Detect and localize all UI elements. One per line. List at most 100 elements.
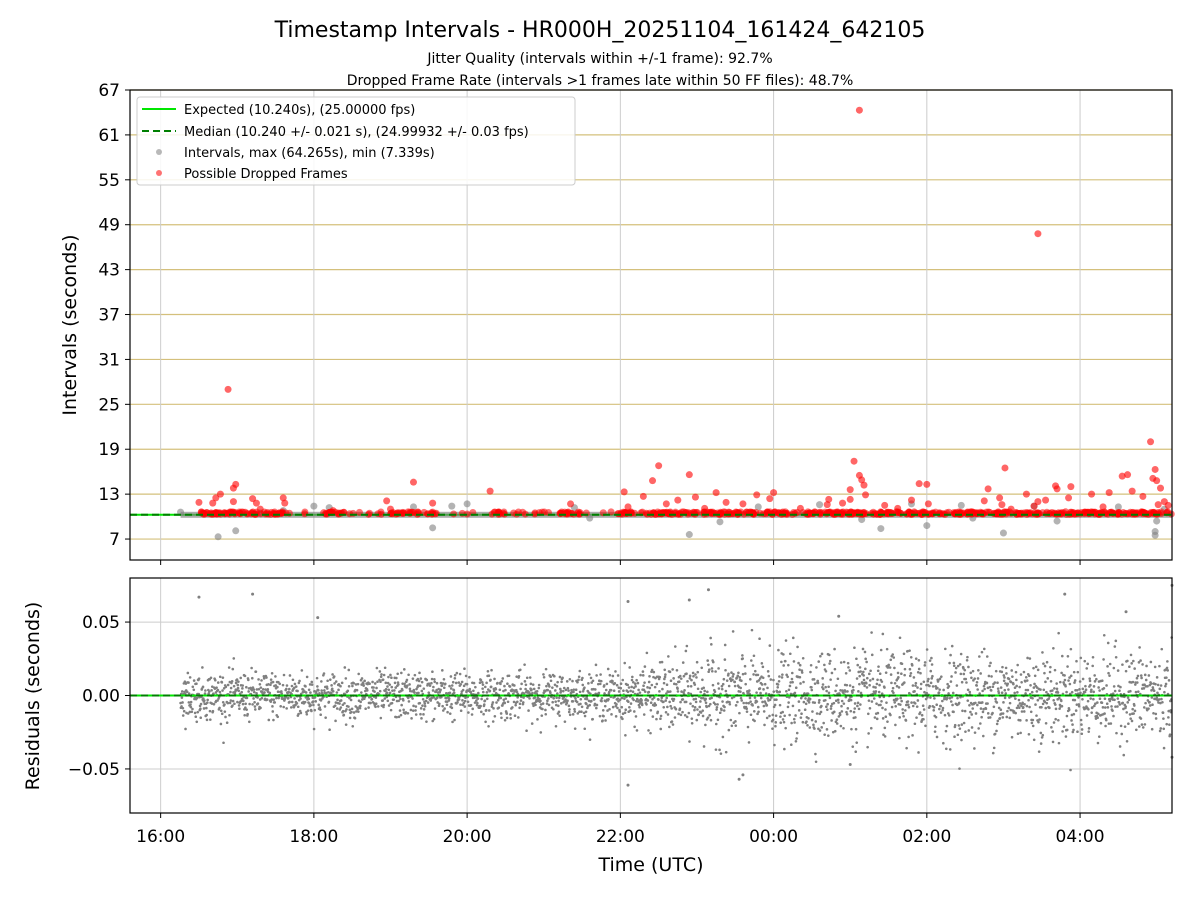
residual-point: [187, 692, 191, 695]
residual-point: [1002, 674, 1006, 677]
residual-point: [490, 668, 493, 672]
residual-point: [986, 712, 990, 715]
residual-point: [496, 698, 500, 702]
residual-point: [198, 695, 201, 699]
residual-point: [830, 671, 834, 675]
residual-point: [262, 675, 266, 678]
residual-point: [234, 681, 238, 685]
residual-point: [711, 669, 714, 673]
residual-point: [431, 670, 434, 674]
residual-point: [1146, 684, 1149, 688]
residual-point: [1165, 676, 1168, 679]
residual-point: [778, 675, 781, 678]
residual-point: [585, 702, 588, 706]
residual-point: [221, 700, 225, 704]
residual-point: [821, 677, 824, 680]
residual-point: [555, 684, 559, 688]
residual-point: [1016, 691, 1019, 694]
residual-point: [650, 683, 654, 687]
residual-point: [374, 702, 378, 706]
residual-point: [386, 685, 389, 688]
residual-point: [840, 699, 844, 703]
residual-point: [230, 680, 234, 683]
residual-point: [982, 707, 985, 711]
residual-point: [554, 689, 557, 692]
residual-point: [1013, 691, 1016, 695]
residual-point: [236, 700, 239, 704]
residual-point: [602, 714, 605, 718]
residual-point: [916, 670, 920, 674]
dropped-frame-point: [322, 509, 330, 517]
residual-point: [229, 686, 233, 690]
residual-point: [873, 716, 877, 719]
residual-point: [408, 689, 412, 693]
residual-point: [1045, 660, 1049, 664]
residual-point: [387, 675, 390, 679]
residual-point: [547, 697, 550, 700]
residual-point: [978, 655, 981, 658]
dropped-frame-point: [1153, 477, 1161, 485]
residual-point: [530, 688, 533, 691]
residual-point: [240, 690, 244, 694]
dropped-frame-point: [1007, 505, 1015, 513]
dropped-frame-point: [722, 498, 730, 506]
residual-point: [759, 696, 763, 700]
residual-point: [607, 690, 611, 694]
residual-point: [685, 672, 688, 676]
residual-point: [762, 688, 765, 691]
residual-point: [390, 676, 393, 679]
residual-point: [384, 681, 388, 685]
residual-point: [811, 710, 814, 713]
residual-point: [866, 745, 869, 749]
residual-point: [432, 685, 435, 689]
residual-point: [559, 702, 563, 705]
residual-point: [967, 716, 971, 720]
residual-point: [663, 668, 667, 672]
residual-point: [904, 719, 908, 722]
residual-point: [819, 654, 822, 658]
dropped-frame-point: [301, 508, 309, 516]
interval-point: [858, 516, 866, 524]
residual-point: [739, 690, 742, 693]
residual-point: [687, 598, 691, 602]
residual-point: [741, 672, 745, 676]
residual-point: [668, 670, 672, 674]
residual-point: [1125, 711, 1129, 714]
residual-point: [571, 713, 575, 716]
residual-point: [292, 686, 296, 690]
residual-point: [441, 682, 445, 685]
residual-point: [950, 644, 954, 648]
residual-point: [804, 697, 807, 700]
residual-point: [979, 722, 982, 725]
residual-point: [188, 676, 192, 679]
residual-point: [634, 685, 637, 688]
residual-point: [320, 689, 323, 692]
residual-point: [654, 703, 658, 707]
residual-point: [482, 703, 486, 706]
residual-point: [863, 684, 866, 688]
residual-point: [1017, 698, 1021, 702]
residual-point: [826, 708, 829, 711]
residual-point: [896, 671, 900, 675]
residual-point: [293, 697, 296, 700]
residual-point: [732, 672, 735, 676]
residual-point: [745, 707, 748, 711]
top-y-tick-label: 31: [98, 350, 120, 370]
residual-point: [684, 700, 688, 704]
dropped-frame-point: [335, 510, 343, 518]
residual-point: [602, 684, 606, 687]
residual-point: [944, 747, 948, 751]
residual-point: [422, 708, 426, 711]
residual-point: [657, 698, 660, 701]
residual-point: [1168, 723, 1171, 726]
residual-point: [707, 663, 710, 667]
residual-point: [225, 721, 229, 725]
residual-point: [980, 650, 984, 654]
dropped-frame-point: [753, 491, 761, 499]
residual-point: [711, 660, 715, 664]
residual-point: [589, 692, 592, 695]
residual-point: [840, 710, 844, 713]
residual-point: [995, 729, 998, 733]
residual-point: [883, 686, 886, 689]
residual-point: [1161, 700, 1164, 704]
